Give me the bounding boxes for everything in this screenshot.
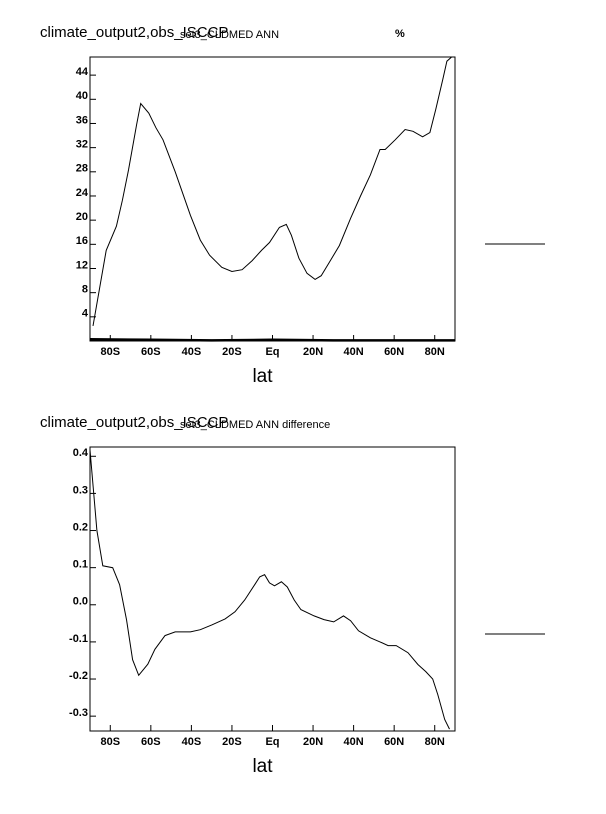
x-axis-label: lat — [252, 756, 273, 777]
data-line — [89, 449, 450, 730]
x-tick-label: 80N — [425, 346, 445, 358]
y-tick-label: 16 — [76, 235, 88, 247]
y-tick-label: -0.3 — [69, 707, 88, 719]
y-tick-label: 36 — [76, 114, 88, 126]
y-tick-label: 28 — [76, 163, 88, 175]
y-tick-label: 0.3 — [73, 484, 88, 496]
data-line — [89, 337, 455, 342]
x-tick-label: 60N — [384, 736, 404, 748]
y-tick-label: 40 — [76, 90, 88, 102]
data-line — [92, 56, 452, 326]
y-tick-label: 24 — [76, 187, 89, 199]
units-label: % — [395, 28, 405, 40]
y-tick-label: 4 — [82, 308, 89, 320]
y-tick-label: -0.2 — [69, 670, 88, 682]
y-tick-label: 0.2 — [73, 521, 88, 533]
x-tick-label: Eq — [265, 736, 279, 748]
y-tick-label: 32 — [76, 139, 88, 151]
chart-title: climate_output2,obs_ISCCP — [40, 414, 228, 431]
chart-subtitle: set3_CLDMED ANN difference — [180, 419, 330, 431]
y-tick-label: 44 — [76, 66, 89, 78]
y-tick-label: -0.1 — [69, 633, 88, 645]
y-tick-label: 8 — [82, 284, 88, 296]
y-tick-label: 0.0 — [73, 596, 88, 608]
x-tick-label: 40S — [182, 346, 202, 358]
x-tick-label: 40N — [344, 346, 364, 358]
x-tick-label: 40N — [344, 736, 364, 748]
x-tick-label: 60S — [141, 346, 161, 358]
plot-frame — [89, 56, 456, 342]
plot-frame — [89, 446, 456, 732]
x-tick-label: 20S — [222, 346, 242, 358]
y-tick-label: 0.1 — [73, 559, 88, 571]
x-axis-label: lat — [252, 366, 273, 387]
y-tick-label: 12 — [76, 259, 88, 271]
x-tick-label: 20S — [222, 736, 242, 748]
chart-title: climate_output2,obs_ISCCP — [40, 24, 228, 41]
x-tick-label: 80S — [100, 736, 120, 748]
x-tick-label: 20N — [303, 346, 323, 358]
y-tick-label: 20 — [76, 211, 88, 223]
x-tick-label: Eq — [265, 346, 279, 358]
x-tick-label: 40S — [182, 736, 202, 748]
x-tick-label: 60S — [141, 736, 161, 748]
chart-subtitle: set3_CLDMED ANN — [180, 29, 279, 41]
y-tick-label: 0.4 — [73, 447, 89, 459]
x-tick-label: 60N — [384, 346, 404, 358]
x-tick-label: 80N — [425, 736, 445, 748]
x-tick-label: 20N — [303, 736, 323, 748]
x-tick-label: 80S — [100, 346, 120, 358]
